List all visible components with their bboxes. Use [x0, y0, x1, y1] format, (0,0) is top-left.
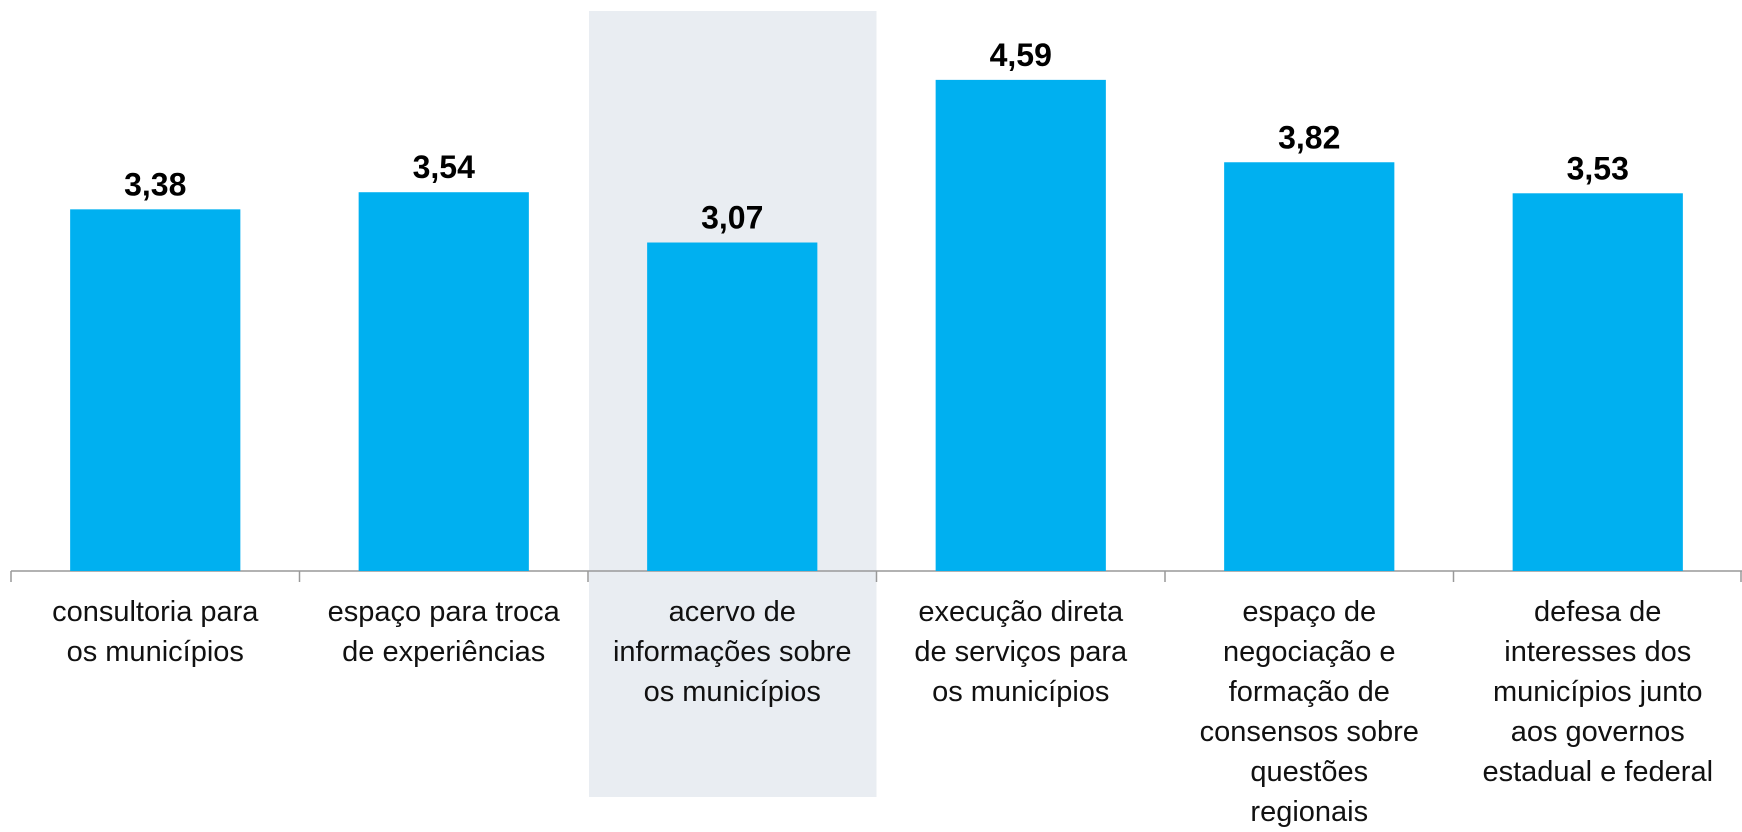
bar — [936, 80, 1106, 571]
bar — [359, 192, 529, 571]
bar — [647, 243, 817, 571]
x-tick-label: acervo de informações sobre os município… — [584, 592, 881, 712]
value-label: 3,07 — [701, 200, 763, 236]
x-tick-label: execução direta de serviços para os muni… — [873, 592, 1170, 712]
x-tick-label: espaço de negociação e formação de conse… — [1161, 592, 1458, 832]
bar — [1513, 193, 1683, 571]
bar — [70, 209, 240, 571]
x-tick-label: consultoria para os municípios — [7, 592, 304, 672]
bar — [1224, 162, 1394, 571]
value-label: 3,38 — [124, 166, 186, 202]
value-label: 4,59 — [990, 37, 1052, 73]
value-label: 3,82 — [1278, 119, 1340, 155]
value-label: 3,53 — [1567, 150, 1629, 186]
x-tick-label: defesa de interesses dos municípios junt… — [1450, 592, 1742, 792]
value-label: 3,54 — [413, 149, 475, 185]
x-tick-label: espaço para troca de experiências — [296, 592, 593, 672]
